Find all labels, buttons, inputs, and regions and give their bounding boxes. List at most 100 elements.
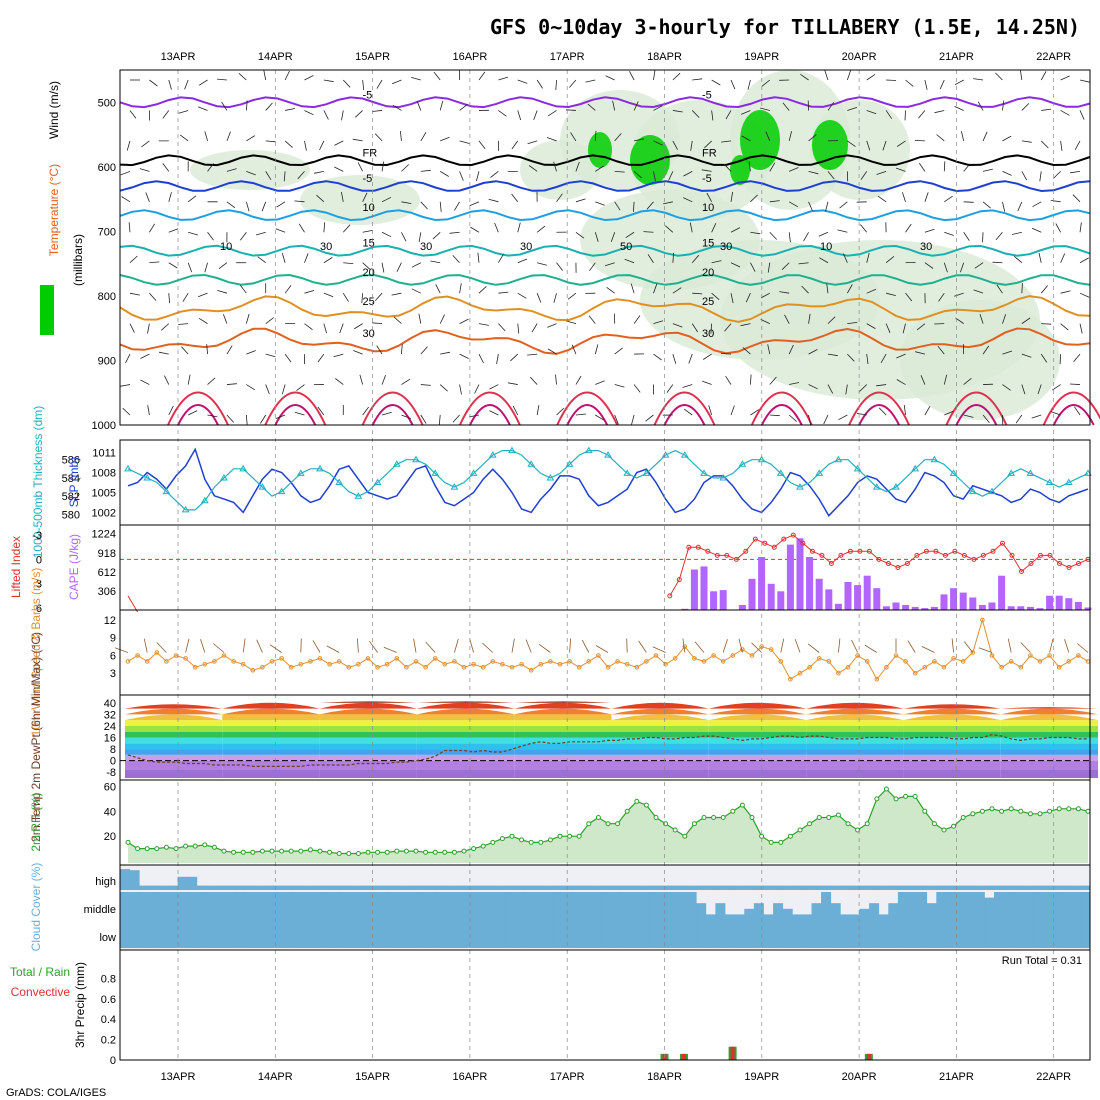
temp-hump-0-10 <box>125 708 223 715</box>
cloud-low-5 <box>168 920 178 948</box>
wind10-point-60 <box>701 659 707 664</box>
cloud-mid-27 <box>379 892 390 920</box>
rh2m-point-27 <box>384 849 390 855</box>
wind-barb-42-9 <box>937 346 945 355</box>
cloud-low-64 <box>734 920 745 948</box>
cloud-mid-46 <box>561 892 572 920</box>
wind-barb-41-2 <box>914 140 925 142</box>
wind-barb-36-1 <box>827 102 835 111</box>
thickness-point-34 <box>450 483 459 490</box>
wind-barb-2-7 <box>168 293 170 304</box>
rh2m-point-6 <box>183 843 189 849</box>
thickness-point-48 <box>584 446 593 454</box>
wind10-point-98 <box>1066 659 1072 664</box>
wind-barb-14-9 <box>401 344 403 355</box>
wind10-barb-88 <box>963 641 974 653</box>
wind10-point-83 <box>922 665 928 670</box>
wind10-point-39 <box>500 662 505 667</box>
temp-band-7-4 <box>806 743 904 750</box>
temp-band-6-2 <box>708 754 807 761</box>
wind-barb-39-8 <box>885 323 891 333</box>
wind-barb-10-3 <box>314 170 324 174</box>
wind10-point-86 <box>951 656 956 661</box>
date-tick-bottom-2: 15APR <box>355 1071 390 1083</box>
thickness-line <box>127 449 1089 511</box>
wind-barb-34-8 <box>784 314 790 324</box>
wind10-barb-54 <box>638 640 647 653</box>
thickness-point-80 <box>892 483 900 490</box>
temp-band-2-3 <box>319 749 417 755</box>
wind-barb-48-9 <box>1059 354 1062 365</box>
cloud-mid-7 <box>187 892 198 920</box>
wind-barb-42-3 <box>943 161 946 172</box>
cape-bar-67 <box>767 583 775 610</box>
wind-barb-7-2 <box>265 140 276 143</box>
wind-barb-24-4 <box>595 201 605 206</box>
wind-barb-16-0 <box>433 71 441 81</box>
wind-barb-38-6 <box>866 252 870 263</box>
wind-barb-32-10 <box>750 374 752 385</box>
wind-barb-14-8 <box>393 316 402 324</box>
temp-hump-8-10 <box>903 708 1001 715</box>
li-point-94 <box>1019 569 1024 574</box>
rh2m-point-25 <box>365 849 371 855</box>
li-point-90 <box>980 552 986 558</box>
wind10-barb-58 <box>682 638 686 653</box>
wind-barb-18-3 <box>476 171 480 182</box>
wind-barb-48-0 <box>1060 75 1070 81</box>
wind-barb-47-6 <box>1038 252 1042 263</box>
cloud-high-32 <box>427 885 438 890</box>
wind-barb-17-11 <box>452 414 460 423</box>
wind-barb-42-11 <box>944 410 954 416</box>
wind10-point-4 <box>164 659 169 664</box>
wind10-barb-90 <box>978 647 993 653</box>
thickness-point-74 <box>834 455 843 463</box>
wind-barb-5-2 <box>226 131 231 142</box>
wind-barb-9-4 <box>294 200 305 203</box>
rh2m-point-44 <box>547 837 553 843</box>
wind-barb-49-0 <box>1079 79 1090 83</box>
wind-barb-8-0 <box>284 70 290 81</box>
cloud-mid-10 <box>216 892 226 920</box>
wind-barb-19-8 <box>498 323 506 332</box>
wind-barb-7-11 <box>260 414 267 424</box>
wind-barb-29-2 <box>690 140 693 151</box>
cloud-high-99 <box>1070 885 1081 890</box>
temp-band-5-1 <box>611 760 709 770</box>
wind-barb-41-4 <box>924 192 929 202</box>
wind10-barb-50 <box>595 645 609 653</box>
wind-barb-48-10 <box>1052 384 1061 391</box>
wind-barb-45-0 <box>995 72 1003 81</box>
cloud-high-36 <box>465 885 476 890</box>
cloud-high-97 <box>1051 885 1062 890</box>
temp-band-8-4 <box>903 743 1001 750</box>
rh2m-point-1 <box>135 846 141 852</box>
date-tick-top-7: 20APR <box>842 51 877 63</box>
cloud-mid-12 <box>235 892 246 920</box>
cloud-low-86 <box>945 920 956 948</box>
isotherm-label-2-0: -5 <box>363 173 373 185</box>
cloud-mid-36 <box>465 892 476 920</box>
precip-tick-0: 0 <box>110 1055 116 1067</box>
temp-hump-2-11 <box>319 702 417 709</box>
cloud-high-19 <box>302 885 313 890</box>
wind10-point-36 <box>471 662 476 667</box>
wind-barb-41-6 <box>924 262 934 269</box>
wind10-point-59 <box>692 656 697 661</box>
date-tick-top-9: 22APR <box>1036 51 1071 63</box>
cape-bar-95 <box>1036 608 1044 610</box>
wind-barb-17-7 <box>459 283 462 294</box>
wind10-barb-70 <box>794 639 801 653</box>
wind10-point-61 <box>711 653 716 658</box>
wind-barb-42-10 <box>943 374 948 385</box>
wind-barb-12-5 <box>362 230 373 233</box>
cloud-mid-31 <box>417 892 428 920</box>
wind-barb-27-7 <box>653 283 658 294</box>
cloud-mid-90 <box>984 897 995 920</box>
wind-barb-29-10 <box>682 384 693 388</box>
cloud-low-50 <box>600 920 611 948</box>
rh2m-point-60 <box>701 815 707 820</box>
wind-barb-0-3 <box>120 170 131 176</box>
rh2m-point-18 <box>298 848 304 854</box>
wind-barb-3-2 <box>179 134 189 142</box>
